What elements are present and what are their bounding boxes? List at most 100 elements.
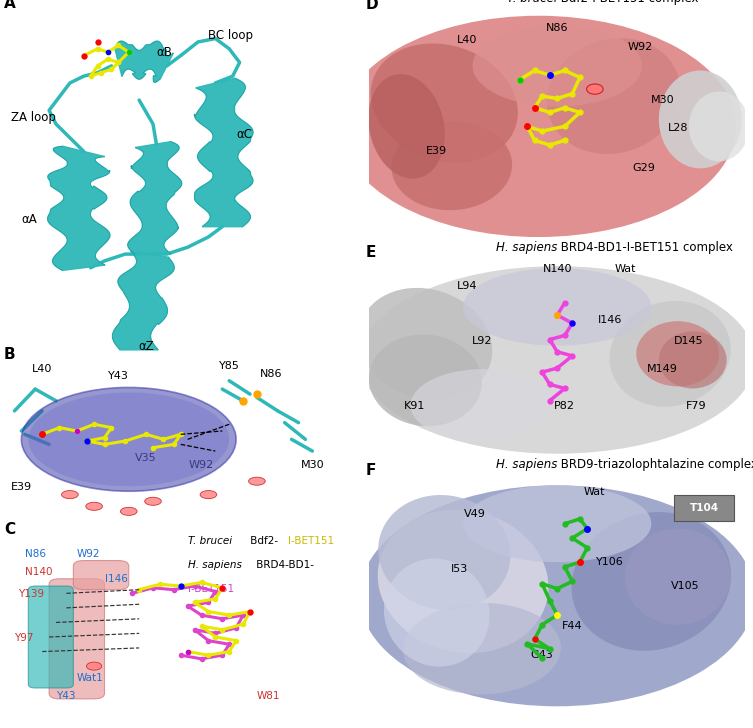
Ellipse shape [403,603,561,695]
Text: BRD9-triazolophtalazine complex: BRD9-triazolophtalazine complex [557,458,753,471]
Text: G29: G29 [633,162,655,173]
Ellipse shape [358,288,492,400]
Text: M30: M30 [300,460,324,470]
Text: ZA loop: ZA loop [11,111,56,124]
Text: W92: W92 [627,41,653,52]
Ellipse shape [392,122,512,210]
Text: P82: P82 [554,401,575,411]
Text: V105: V105 [671,581,700,590]
Text: E: E [365,245,376,260]
Ellipse shape [360,486,753,706]
Ellipse shape [625,529,730,625]
Ellipse shape [384,558,489,667]
Text: I-BET151: I-BET151 [288,537,334,546]
Text: M30: M30 [651,95,675,105]
Text: D: D [365,0,378,12]
Circle shape [120,507,137,515]
Polygon shape [194,78,253,226]
Ellipse shape [29,392,229,486]
Text: N86: N86 [260,369,282,379]
Ellipse shape [378,495,511,610]
Text: K91: K91 [404,401,425,411]
Text: M149: M149 [647,364,678,374]
Text: V35: V35 [136,453,157,463]
Ellipse shape [659,331,727,389]
Text: W92: W92 [77,549,100,559]
Circle shape [200,491,217,499]
Ellipse shape [21,387,236,491]
Text: T. brucei: T. brucei [187,537,232,546]
Ellipse shape [659,71,742,168]
Text: Wat: Wat [584,487,605,497]
Text: N86: N86 [546,23,569,33]
Circle shape [145,497,161,505]
Text: H. sapiens: H. sapiens [187,560,242,570]
Text: N86: N86 [25,549,46,559]
Text: F79: F79 [686,401,707,411]
Text: D145: D145 [674,336,704,346]
Text: αZ: αZ [139,340,154,353]
Text: I146: I146 [598,315,622,325]
Text: T. brucei: T. brucei [507,0,557,5]
Text: Wat1: Wat1 [77,673,104,683]
Ellipse shape [472,25,642,106]
Text: T104: T104 [690,503,718,513]
Text: W81: W81 [257,691,280,701]
Text: F: F [365,463,376,478]
Text: L40: L40 [456,34,477,44]
Ellipse shape [360,266,753,454]
FancyBboxPatch shape [49,579,105,699]
Ellipse shape [340,16,736,237]
Text: BRD4-BD1-: BRD4-BD1- [254,560,315,570]
Text: A: A [4,0,16,11]
Text: W92: W92 [189,460,214,470]
Ellipse shape [547,38,680,154]
Text: L92: L92 [471,336,492,346]
Text: αB: αB [157,46,172,59]
Text: H. sapiens: H. sapiens [495,241,557,254]
Polygon shape [128,142,181,254]
Text: αA: αA [21,213,37,226]
Ellipse shape [378,510,548,653]
Text: Y106: Y106 [596,557,623,566]
Text: L94: L94 [456,280,477,290]
Text: F44: F44 [562,622,583,631]
Text: N140: N140 [542,264,572,274]
Text: N140: N140 [25,567,53,577]
Text: BC loop: BC loop [209,28,254,41]
FancyBboxPatch shape [674,495,734,521]
Text: I146: I146 [105,574,127,585]
Circle shape [87,662,102,670]
Ellipse shape [689,92,749,162]
Ellipse shape [610,301,730,407]
Text: Y97: Y97 [14,633,34,643]
Circle shape [248,477,265,486]
Circle shape [587,84,603,94]
Text: B: B [4,347,16,363]
Ellipse shape [368,74,445,178]
Text: L28: L28 [667,123,688,133]
Text: αC: αC [236,128,252,141]
Text: Bdf2-: Bdf2- [246,537,278,546]
Ellipse shape [370,44,518,162]
Text: G43: G43 [531,650,553,660]
Text: E39: E39 [426,146,447,157]
Text: E39: E39 [11,482,32,491]
Circle shape [86,502,102,510]
FancyBboxPatch shape [73,561,129,590]
Text: H. sapiens: H. sapiens [495,458,557,471]
Text: L40: L40 [32,365,53,374]
Ellipse shape [636,321,719,387]
Text: C: C [4,522,15,537]
Text: Wat: Wat [614,264,636,274]
FancyBboxPatch shape [29,586,73,688]
Text: Y43: Y43 [56,691,75,701]
Text: I53: I53 [451,563,468,574]
Circle shape [62,491,78,499]
Ellipse shape [369,334,482,426]
Polygon shape [47,146,110,270]
Polygon shape [115,41,173,82]
Text: I-BET151: I-BET151 [187,584,233,593]
Ellipse shape [572,512,731,651]
Ellipse shape [410,369,553,440]
